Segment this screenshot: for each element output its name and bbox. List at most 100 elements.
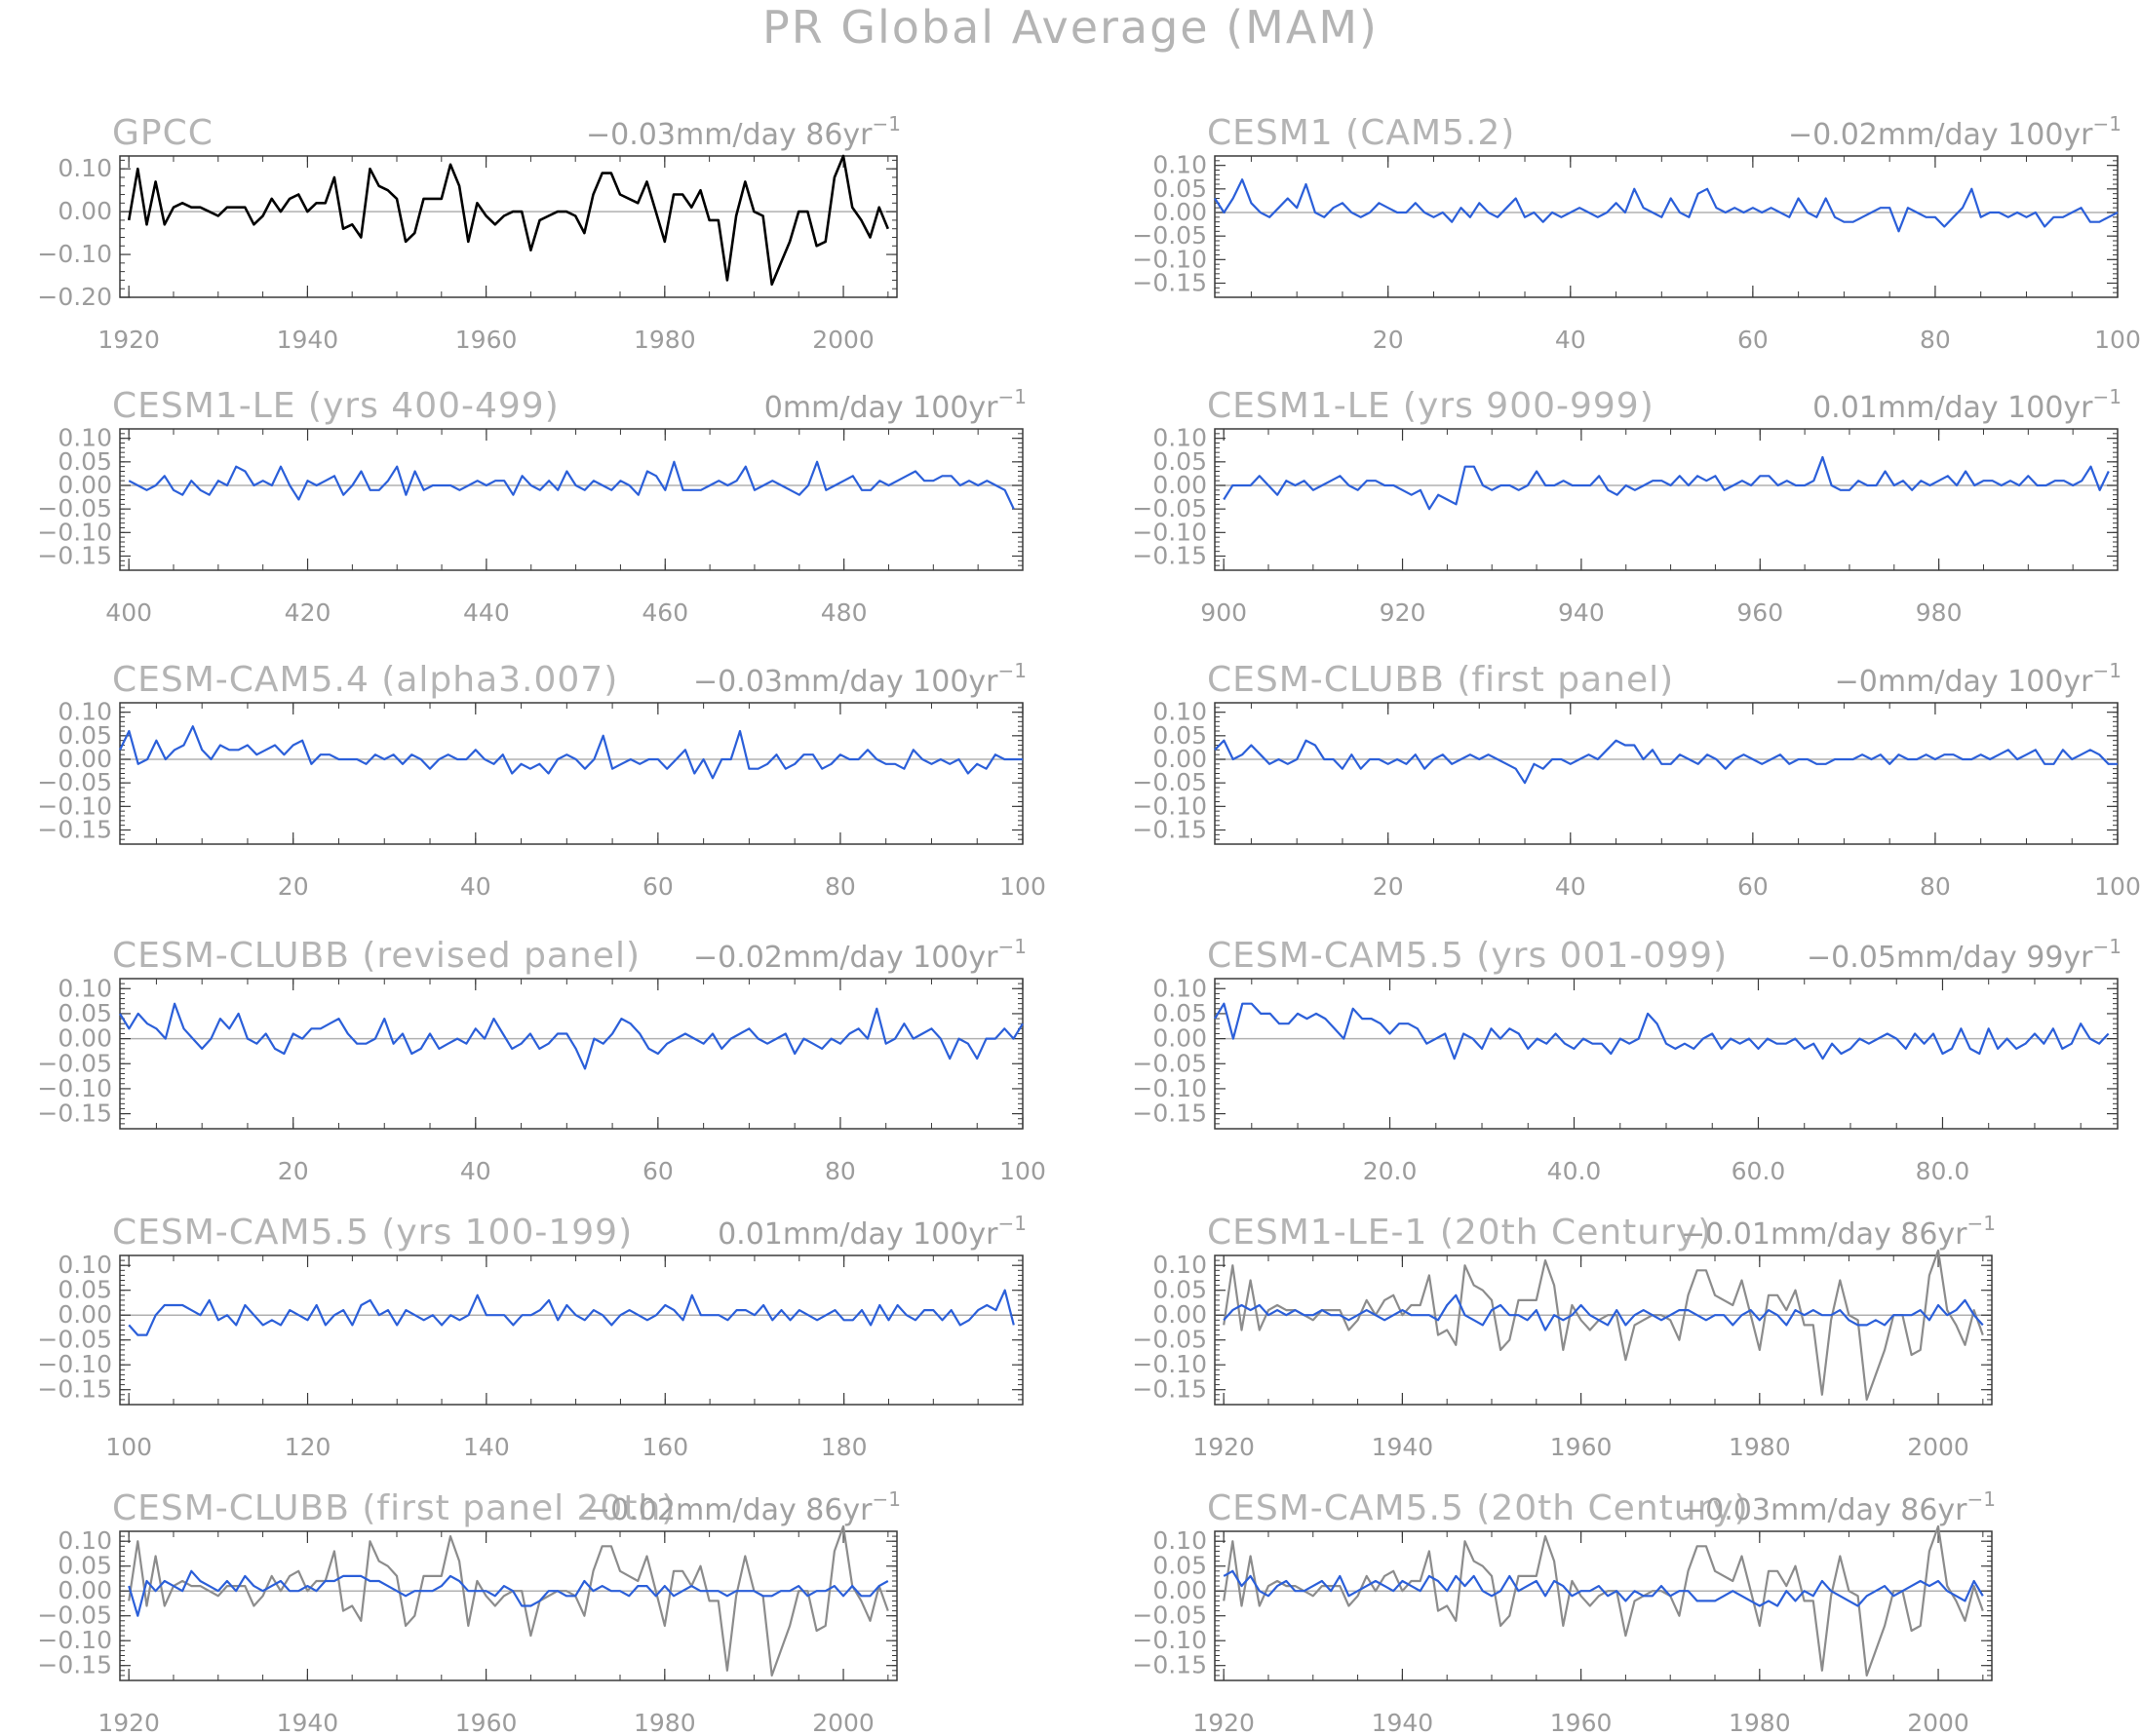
- x-tick-label: 2000: [812, 326, 875, 354]
- trend-exponent: −1: [998, 1212, 1027, 1235]
- x-tick-label: 2000: [812, 1709, 875, 1736]
- y-tick-label: −0.15: [1132, 542, 1207, 570]
- x-tick-label: 1960: [455, 326, 518, 354]
- y-tick-label: 0.00: [58, 745, 112, 773]
- x-tick-label: 40: [460, 872, 491, 901]
- panel-trend: −0.05mm/day 99yr−1: [1807, 935, 2122, 975]
- panel-title: CESM1-LE-1 (20th Century): [1207, 1213, 1712, 1253]
- obs-overlay-line: [128, 1524, 889, 1678]
- y-tick-label: −0.15: [1132, 816, 1207, 844]
- y-tick-label: −0.10: [37, 1350, 112, 1378]
- x-tick-label: 1980: [1729, 1433, 1791, 1461]
- x-tick-label: 60: [1737, 326, 1769, 354]
- y-tick-label: 0.00: [58, 197, 112, 225]
- panel-trend: 0mm/day 100yr−1: [764, 385, 1027, 425]
- x-tick-label: 100: [999, 1157, 1046, 1185]
- panel-trend: −0.03mm/day 86yr−1: [1681, 1487, 1996, 1527]
- x-tick-label: 20: [278, 872, 309, 901]
- x-tick-label: 480: [821, 598, 868, 627]
- x-tick-label: 40: [1555, 326, 1586, 354]
- panel: CESM-CLUBB (first panel) −0mm/day 100yr−1…: [1132, 659, 2140, 901]
- panel-trend: 0.01mm/day 100yr−1: [718, 1212, 1027, 1252]
- x-tick-label: 60: [642, 1157, 674, 1185]
- panel-title: CESM-CLUBB (first panel 20th): [112, 1488, 676, 1528]
- x-tick-label: 60: [1737, 872, 1769, 901]
- model-series-line: [1223, 1293, 1984, 1331]
- plot-frame: [1214, 978, 2119, 1130]
- plot-frame: [1214, 428, 2119, 571]
- y-tick-label: 0.05: [1152, 1552, 1207, 1580]
- x-tick-label: 400: [105, 598, 152, 627]
- panel: CESM-CAM5.5 (20th Century)−0.03mm/day 86…: [1132, 1487, 1996, 1736]
- panel-title: CESM-CLUBB (revised panel): [112, 936, 641, 976]
- x-tick-label: 2000: [1907, 1433, 1969, 1461]
- y-tick-label: −0.15: [37, 1651, 112, 1679]
- y-tick-label: −0.15: [1132, 1375, 1207, 1404]
- model-series-line: [119, 725, 1023, 780]
- y-tick-label: −0.05: [37, 494, 112, 522]
- y-tick-label: 0.10: [1152, 1526, 1207, 1555]
- y-tick-label: 0.10: [1152, 974, 1207, 1002]
- plot-frame: [1214, 1530, 1993, 1681]
- panel: CESM1-LE-1 (20th Century)−0.01mm/day 86y…: [1132, 1212, 1996, 1461]
- y-tick-label: 0.00: [58, 471, 112, 499]
- trend-exponent: −1: [1967, 1487, 1996, 1511]
- panel-title: CESM-CAM5.4 (alpha3.007): [112, 660, 618, 700]
- x-tick-label: 40: [1555, 872, 1586, 901]
- panel-trend: −0.03mm/day 100yr−1: [693, 659, 1027, 699]
- model-series-line: [119, 1002, 1024, 1070]
- panel: CESM-CLUBB (revised panel) −0.02mm/day 10…: [37, 935, 1045, 1185]
- y-tick-label: −0.05: [37, 1326, 112, 1354]
- x-tick-label: 1980: [1729, 1709, 1791, 1736]
- y-tick-label: 0.00: [58, 1300, 112, 1329]
- trend-exponent: −1: [2093, 385, 2122, 408]
- trend-exponent: −1: [998, 385, 1027, 408]
- y-tick-label: −0.05: [37, 768, 112, 796]
- trend-exponent: −1: [2093, 112, 2122, 135]
- x-tick-label: 900: [1200, 598, 1247, 627]
- x-tick-label: 100: [105, 1433, 152, 1461]
- panel: CESM1-LE (yrs 400-499) 0mm/day 100yr−1 0.1…: [37, 385, 1027, 627]
- panel-trend: 0.01mm/day 100yr−1: [1812, 385, 2122, 425]
- model-series-line: [128, 1569, 889, 1617]
- y-tick-label: 0.00: [58, 1576, 112, 1604]
- y-tick-label: −0.10: [37, 518, 112, 546]
- x-tick-label: 80: [825, 872, 856, 901]
- x-tick-label: 20: [1373, 326, 1404, 354]
- plot-frame: [1214, 155, 2119, 298]
- y-tick-label: −0.05: [1132, 221, 1207, 250]
- model-series-line: [1223, 455, 2110, 511]
- y-tick-label: 0.10: [58, 1526, 112, 1555]
- plot-frame: [119, 1254, 1024, 1406]
- plot-frame: [119, 1530, 898, 1681]
- model-series-line: [1214, 178, 2119, 233]
- y-tick-label: −0.20: [37, 283, 112, 311]
- y-tick-label: −0.15: [37, 1099, 112, 1128]
- panel: CESM1 (CAM5.2) −0.02mm/day 100yr−10.100.0…: [1132, 112, 2140, 354]
- y-tick-label: 0.10: [58, 424, 112, 452]
- panel-trend: −0.03mm/day 86yr−1: [586, 112, 901, 152]
- plot-frame: [1214, 1254, 1993, 1406]
- panel-title: CESM-CAM5.5 (yrs 100-199): [112, 1213, 633, 1253]
- y-tick-label: 0.00: [1152, 198, 1207, 226]
- y-tick-label: −0.10: [1132, 1350, 1207, 1378]
- panel-trend: −0.01mm/day 86yr−1: [1681, 1212, 1996, 1252]
- trend-exponent: −1: [1967, 1212, 1996, 1235]
- panel-title: CESM1-LE (yrs 900-999): [1207, 386, 1654, 426]
- obs-overlay-line: [1223, 1524, 1984, 1678]
- y-tick-label: 0.10: [1152, 1251, 1207, 1279]
- x-tick-label: 80.0: [1916, 1157, 1970, 1185]
- panel-title: CESM-CAM5.5 (yrs 001-099): [1207, 936, 1728, 976]
- y-tick-label: 0.05: [1152, 999, 1207, 1027]
- x-tick-label: 100: [999, 872, 1046, 901]
- y-tick-label: 0.00: [1152, 1024, 1207, 1053]
- panel: CESM-CLUBB (first panel 20th)−0.02mm/day…: [37, 1487, 901, 1736]
- y-tick-label: 0.10: [58, 974, 112, 1002]
- x-tick-label: 460: [642, 598, 688, 627]
- y-tick-label: 0.05: [1152, 721, 1207, 750]
- y-tick-label: −0.10: [37, 1626, 112, 1654]
- y-tick-label: 0.10: [1152, 151, 1207, 179]
- trend-exponent: −1: [998, 659, 1027, 682]
- x-tick-label: 1940: [1372, 1433, 1434, 1461]
